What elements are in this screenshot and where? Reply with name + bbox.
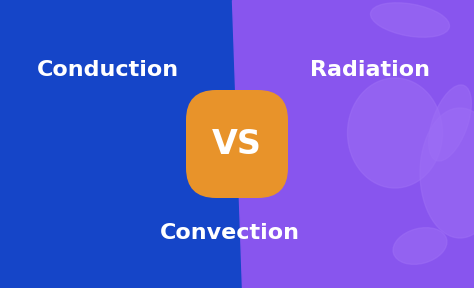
Ellipse shape (420, 108, 474, 238)
Ellipse shape (393, 228, 447, 264)
Ellipse shape (371, 3, 449, 37)
Text: Convection: Convection (160, 223, 300, 243)
FancyBboxPatch shape (186, 90, 288, 198)
Text: Conduction: Conduction (37, 60, 179, 80)
Ellipse shape (428, 85, 471, 161)
Text: Radiation: Radiation (310, 60, 430, 80)
Ellipse shape (347, 78, 443, 188)
Text: VS: VS (212, 128, 262, 160)
Polygon shape (232, 0, 474, 288)
